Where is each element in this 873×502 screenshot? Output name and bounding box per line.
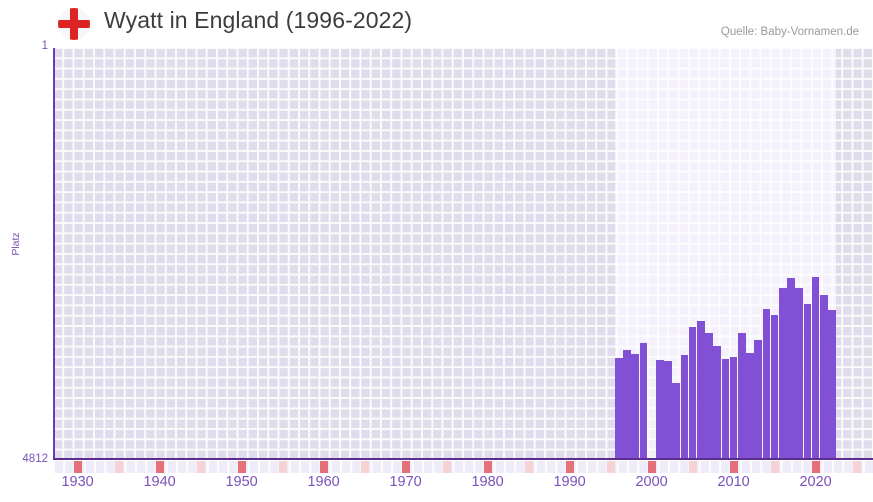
year-marker-major-1990 (565, 461, 574, 473)
bar-1997[interactable] (623, 350, 631, 460)
year-marker-minor-1975 (442, 461, 451, 473)
year-marker-major-2000 (647, 461, 656, 473)
bar-1996[interactable] (615, 358, 623, 460)
year-marker-minor-1995 (606, 461, 615, 473)
year-marker-major-2020 (811, 461, 820, 473)
year-marker-major-2010 (729, 461, 738, 473)
bar-2002[interactable] (664, 361, 672, 460)
bar-2022[interactable] (828, 310, 836, 460)
year-marker-minor-1945 (196, 461, 205, 473)
x-tick-1950: 1950 (225, 474, 258, 490)
y-axis-line (53, 48, 55, 460)
flag-cross-horizontal (58, 20, 90, 28)
year-marker-major-1950 (237, 461, 246, 473)
bars-layer (53, 48, 873, 460)
bar-2010[interactable] (729, 357, 738, 460)
x-tick-1990: 1990 (553, 474, 586, 490)
x-tick-2000: 2000 (635, 474, 668, 490)
plot-area (53, 48, 873, 460)
bar-2016[interactable] (779, 288, 787, 460)
chart-header: Wyatt in England (1996-2022) Quelle: Bab… (0, 0, 873, 48)
year-marker-major-1980 (483, 461, 492, 473)
bar-2019[interactable] (803, 304, 812, 460)
year-marker-minor-2015 (770, 461, 779, 473)
y-axis-min-label: 4812 (22, 453, 48, 465)
bar-2013[interactable] (754, 340, 762, 460)
bar-2005[interactable] (688, 327, 697, 460)
bar-2009[interactable] (721, 359, 730, 460)
year-marker-strip (53, 461, 873, 473)
source-label: Quelle: Baby-Vornamen.de (720, 26, 859, 38)
bar-2007[interactable] (705, 333, 713, 460)
bar-2012[interactable] (746, 353, 754, 460)
year-marker-minor-1935 (114, 461, 123, 473)
bar-2018[interactable] (795, 288, 803, 460)
x-axis-tick-labels: 1930 1940 1950 1960 1970 1980 1990 2000 2010 2020 (0, 474, 873, 500)
x-tick-1960: 1960 (307, 474, 340, 490)
x-tick-1970: 1970 (389, 474, 422, 490)
year-marker-major-1960 (319, 461, 328, 473)
year-marker-minor-1985 (524, 461, 533, 473)
year-marker-minor-2005 (688, 461, 697, 473)
bar-1998[interactable] (631, 354, 639, 460)
bar-2004[interactable] (680, 355, 689, 460)
y-axis-max-label: 1 (41, 40, 48, 52)
year-marker-minor-1965 (360, 461, 369, 473)
x-tick-2020: 2020 (799, 474, 832, 490)
x-tick-2010: 2010 (717, 474, 750, 490)
year-marker-major-1940 (155, 461, 164, 473)
bar-2011[interactable] (738, 333, 746, 460)
year-marker-minor-2025 (852, 461, 861, 473)
bar-2006[interactable] (697, 321, 705, 460)
bar-2021[interactable] (820, 295, 828, 460)
bar-2017[interactable] (787, 278, 795, 460)
bar-2015[interactable] (770, 315, 779, 460)
bar-2003[interactable] (672, 383, 680, 460)
year-marker-major-1970 (401, 461, 410, 473)
bar-1999[interactable] (639, 343, 648, 460)
year-marker-minor-1955 (278, 461, 287, 473)
x-tick-1940: 1940 (143, 474, 176, 490)
year-marker-major-1930 (73, 461, 82, 473)
x-axis-line (53, 458, 873, 460)
england-flag-icon (58, 8, 90, 40)
bar-2001[interactable] (656, 360, 664, 460)
y-axis-title: Platz (10, 232, 22, 256)
bar-2020[interactable] (811, 277, 820, 460)
bar-2014[interactable] (762, 309, 771, 460)
x-tick-1980: 1980 (471, 474, 504, 490)
bar-2008[interactable] (713, 346, 721, 460)
page-title: Wyatt in England (1996-2022) (104, 7, 413, 33)
x-tick-1930: 1930 (61, 474, 94, 490)
